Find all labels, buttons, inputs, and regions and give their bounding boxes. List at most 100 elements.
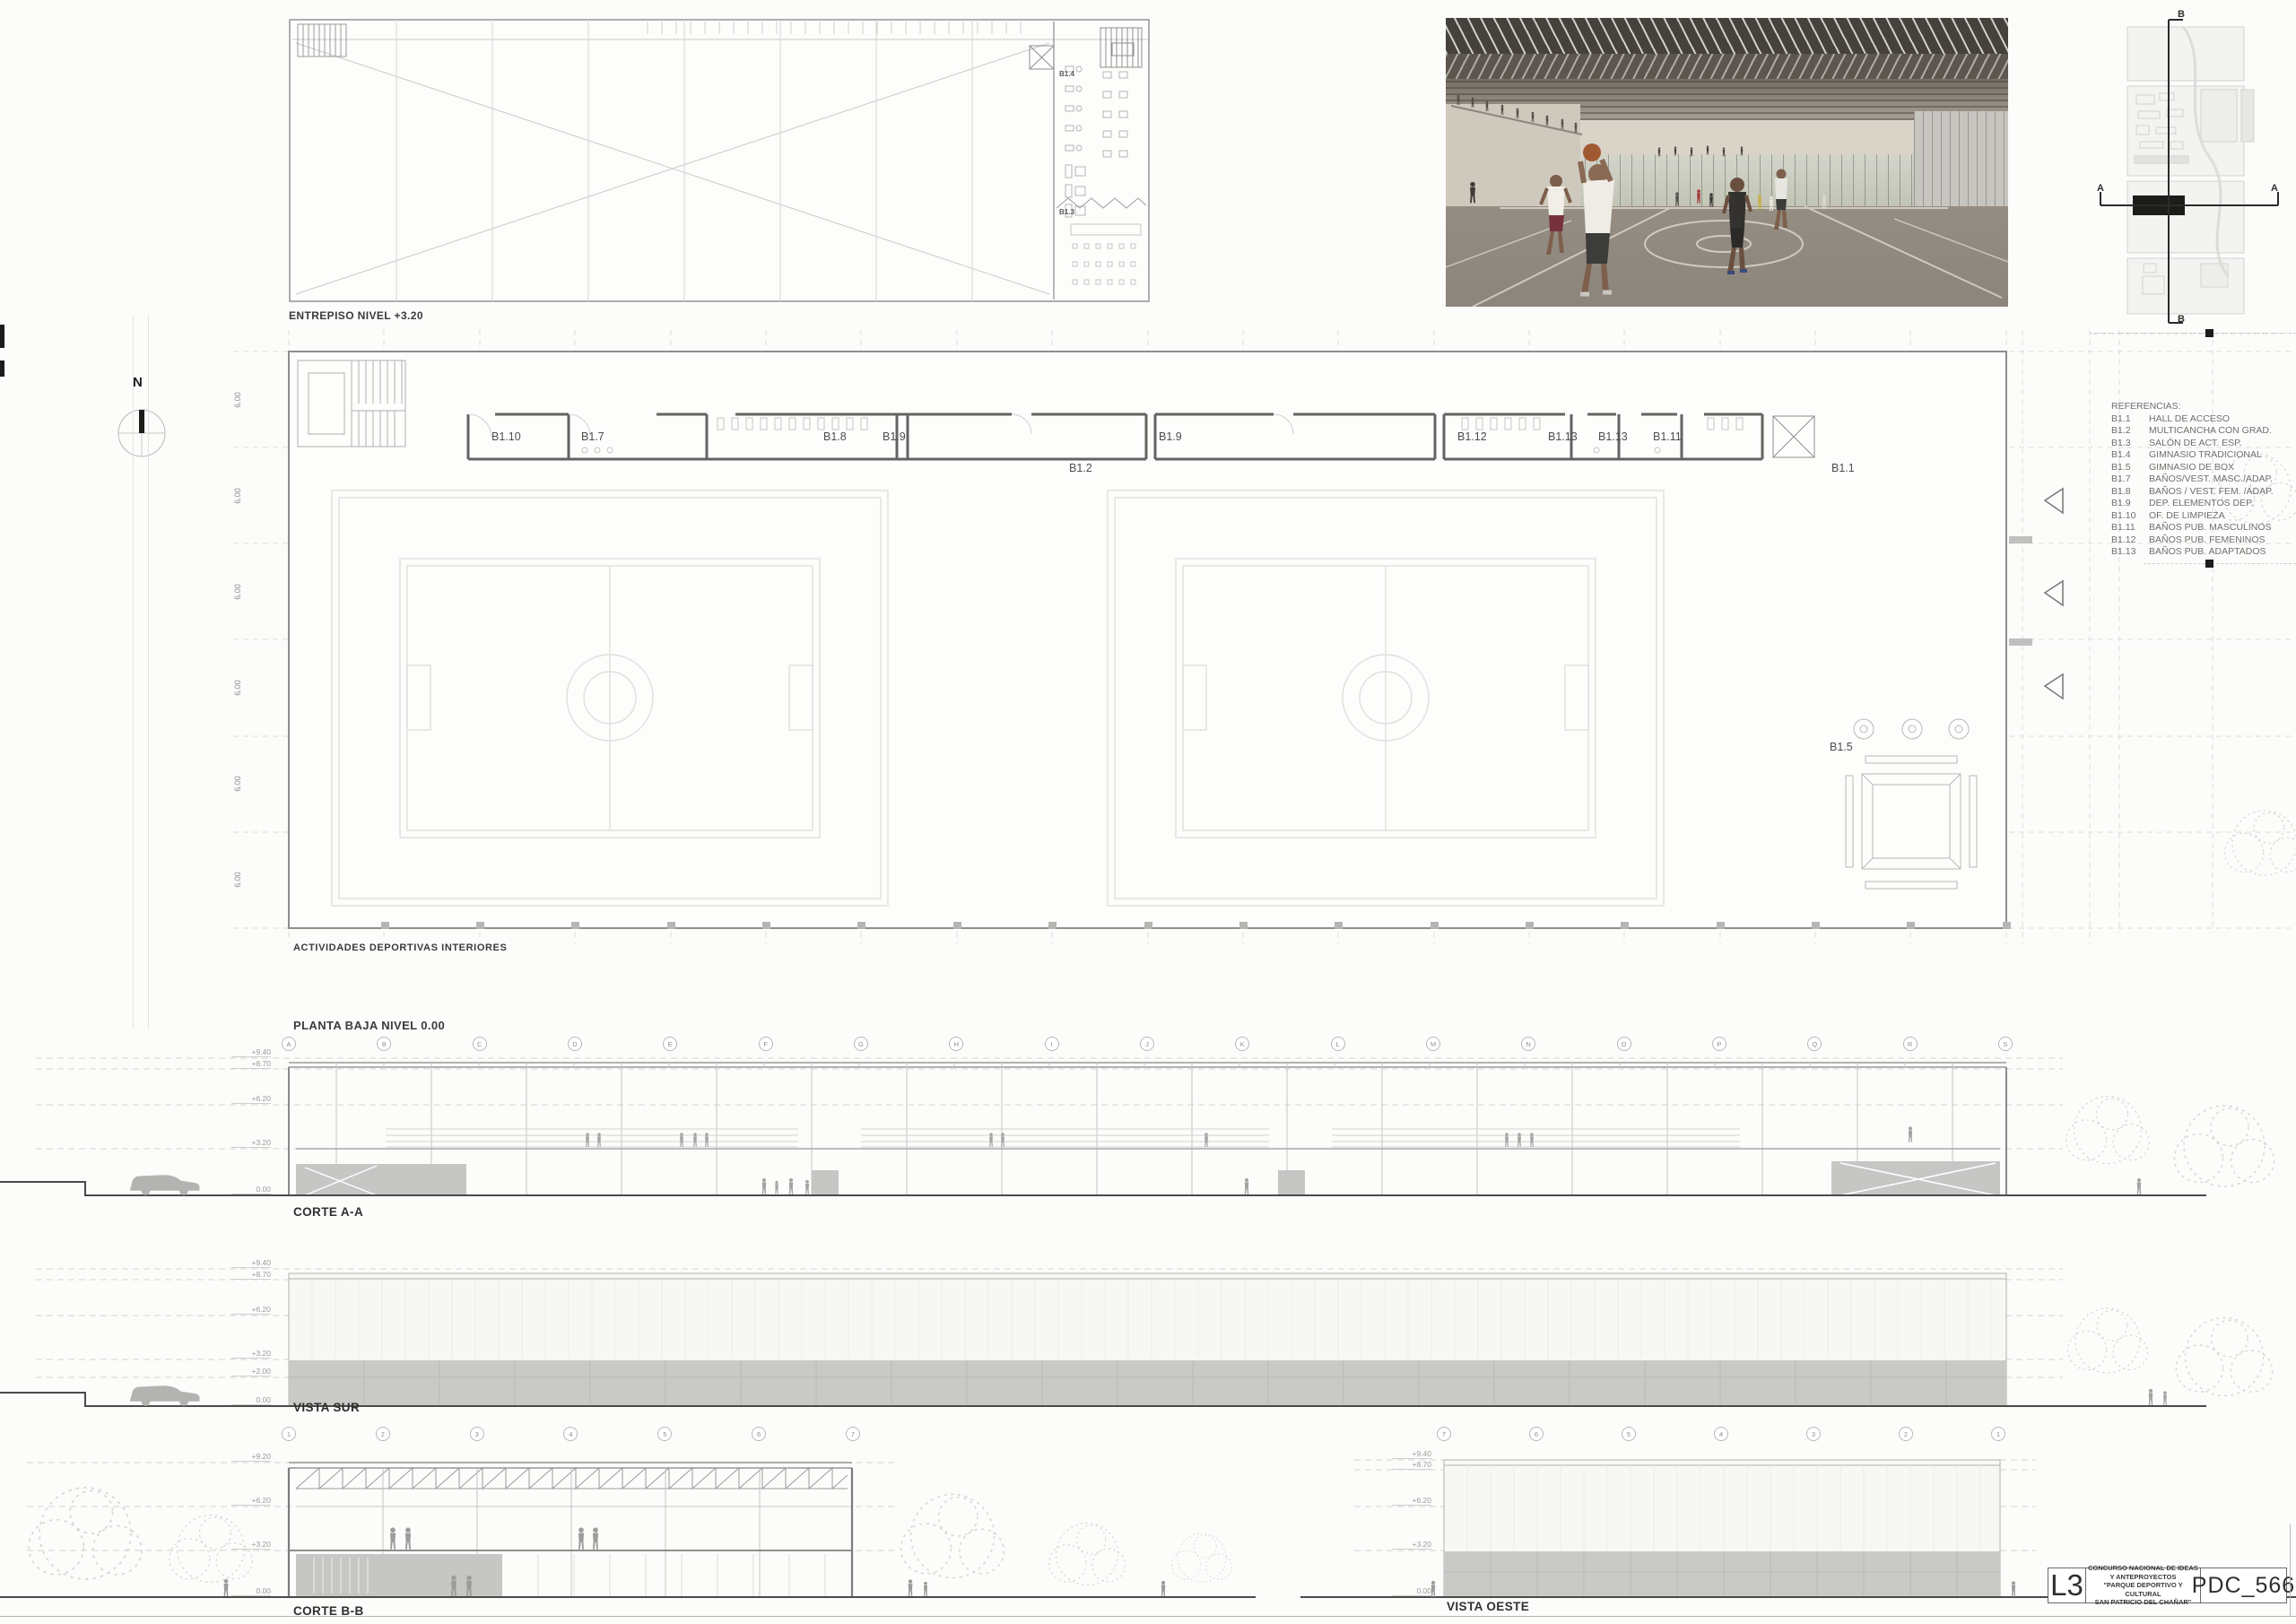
room-label-b19b: B1.9 [1159, 430, 1182, 443]
reference-item: B1.9 DEP. ELEMENTOS DEP. [2111, 498, 2274, 510]
room-label-b17: B1.7 [581, 430, 604, 443]
grid-bubble: J [1139, 1037, 1154, 1051]
sheet-number: L3 [2050, 1568, 2083, 1602]
margin-marker [2205, 329, 2213, 337]
level-label: 0.00 [231, 1586, 271, 1596]
sheet-bottom-edge [0, 1616, 2296, 1617]
level-label: +8.70 [231, 1059, 271, 1069]
level-label: +9.40 [231, 1258, 271, 1268]
room-label-b11: B1.1 [1831, 462, 1855, 474]
grid-bubble: R [1902, 1037, 1918, 1051]
room-label-b12: B1.2 [1069, 462, 1092, 474]
level-label: +9.40 [231, 1047, 271, 1057]
bay-dimensions: 6.00 6.00 6.00 6.00 6.00 6.00 [226, 352, 249, 928]
bay-dimension-label: 6.00 [233, 391, 242, 408]
reference-code: B1.11 [2111, 522, 2135, 533]
grid-bubble: M [1425, 1037, 1440, 1051]
reference-item: B1.2 MULTICANCHA CON GRAD. [2111, 425, 2274, 438]
reference-item: B1.5 GIMNASIO DE BOX [2111, 462, 2274, 474]
grid-bubble: 5 [657, 1427, 673, 1441]
reference-item: B1.1 HALL DE ACCESO [2111, 413, 2274, 426]
references-legend: REFERENCIAS: B1.1 HALL DE ACCESO B1.2 MU… [2111, 401, 2274, 559]
room-label-b113b: B1.13 [1598, 430, 1628, 443]
level-label: +6.20 [1392, 1496, 1431, 1506]
planta-baja-caption: PLANTA BAJA NIVEL 0.00 [293, 1019, 446, 1032]
reference-item: B1.3 SALÓN DE ACT. ESP. [2111, 438, 2274, 450]
photo-roof-truss [1446, 54, 2008, 79]
reference-name: MULTICANCHA CON GRAD. [2149, 425, 2272, 436]
site-key-a-right: A [2271, 183, 2278, 194]
competition-line: Y ANTEPROYECTOS [2109, 1572, 2177, 1581]
room-label-b113a: B1.13 [1548, 430, 1578, 443]
grid-bubble: B [377, 1037, 392, 1051]
grid-bubble: 7 [1437, 1427, 1451, 1441]
site-key-plan [2093, 19, 2285, 334]
bay-dimension-label: 6.00 [233, 776, 242, 792]
margin-dash [2144, 563, 2296, 564]
grid-bubble: 3 [1806, 1427, 1821, 1441]
interior-render-photo [1446, 18, 2008, 307]
level-label: +3.20 [231, 1349, 271, 1359]
north-label: N [133, 375, 143, 390]
entrepiso-caption: ENTREPISO NIVEL +3.20 [289, 309, 423, 322]
project-id-cell: PDC_566 [2192, 1568, 2294, 1603]
competition-line: SAN PATRICIO DEL CHAÑAR" [2094, 1598, 2192, 1607]
vista-oeste-caption: VISTA OESTE [1447, 1600, 1530, 1613]
grid-bubble: 6 [1529, 1427, 1544, 1441]
grid-bubble: P [1711, 1037, 1726, 1051]
grid-bubble: F [758, 1037, 773, 1051]
photo-figures-overlay [1446, 94, 2008, 307]
entrepiso-room-label: B1.4 [1059, 70, 1074, 78]
grid-bubble: L [1330, 1037, 1345, 1051]
bay-dimension-label: 6.00 [233, 487, 242, 504]
references-title: REFERENCIAS: [2111, 401, 2181, 412]
level-label: +6.20 [231, 1094, 271, 1104]
vista-sur-drawing [0, 1268, 2274, 1407]
grid-bubble: 3 [469, 1427, 484, 1441]
grid-bubble: S [1997, 1037, 2013, 1051]
level-label: +3.20 [231, 1138, 271, 1148]
reference-code: B1.12 [2111, 534, 2136, 545]
level-label: +9.20 [231, 1452, 271, 1462]
reference-code: B1.4 [2111, 449, 2131, 460]
corte-aa-drawing [0, 1057, 2275, 1196]
reference-item: B1.8 BAÑOS / VEST. FEM. /ADAP. [2111, 486, 2274, 499]
bay-dimension-label: 6.00 [233, 872, 242, 889]
grid-bubble: A [282, 1037, 296, 1051]
margin-dash [2090, 333, 2296, 334]
level-label: +3.20 [231, 1540, 271, 1550]
margin-marker [2205, 560, 2213, 568]
reference-code: B1.8 [2111, 485, 2131, 497]
grid-bubble: G [853, 1037, 868, 1051]
grid-bubble: I [1044, 1037, 1059, 1051]
reference-code: B1.5 [2111, 461, 2131, 473]
reference-item: B1.12 BAÑOS PUB. FEMENINOS [2111, 534, 2274, 547]
reference-name: OF. DE LIMPIEZA [2149, 509, 2225, 521]
room-label-b111: B1.11 [1653, 430, 1682, 443]
level-label: +6.20 [231, 1305, 271, 1315]
activities-caption: ACTIVIDADES DEPORTIVAS INTERIORES [293, 942, 508, 953]
level-label: +6.20 [231, 1496, 271, 1506]
vista-oeste-drawing [1300, 1459, 2296, 1598]
grid-bubble: 2 [375, 1427, 390, 1441]
site-key-a-left: A [2097, 183, 2104, 194]
grid-bubble: N [1521, 1037, 1536, 1051]
photo-roof-truss [1446, 18, 2008, 54]
reference-code: B1.13 [2111, 546, 2136, 557]
grid-bubble: 4 [1714, 1427, 1728, 1441]
reference-code: B1.2 [2111, 425, 2131, 436]
reference-name: BAÑOS PUB. MASCULINOS [2149, 522, 2272, 533]
reference-code: B1.10 [2111, 509, 2136, 521]
vista-sur-caption: VISTA SUR [293, 1401, 361, 1414]
grid-bubble: 2 [1899, 1427, 1913, 1441]
level-label: +3.20 [1392, 1540, 1431, 1550]
reference-code: B1.7 [2111, 473, 2131, 484]
reference-code: B1.3 [2111, 437, 2131, 448]
grid-bubble: 1 [1991, 1427, 2005, 1441]
corte-bb-caption: CORTE B-B [293, 1604, 364, 1618]
level-label: 0.00 [1392, 1586, 1431, 1596]
grid-bubble: K [1235, 1037, 1250, 1051]
level-label: 0.00 [231, 1185, 271, 1194]
grid-bubbles-corte-aa: A B C D E F G H I J K L M N O P Q R S [282, 1037, 2013, 1051]
